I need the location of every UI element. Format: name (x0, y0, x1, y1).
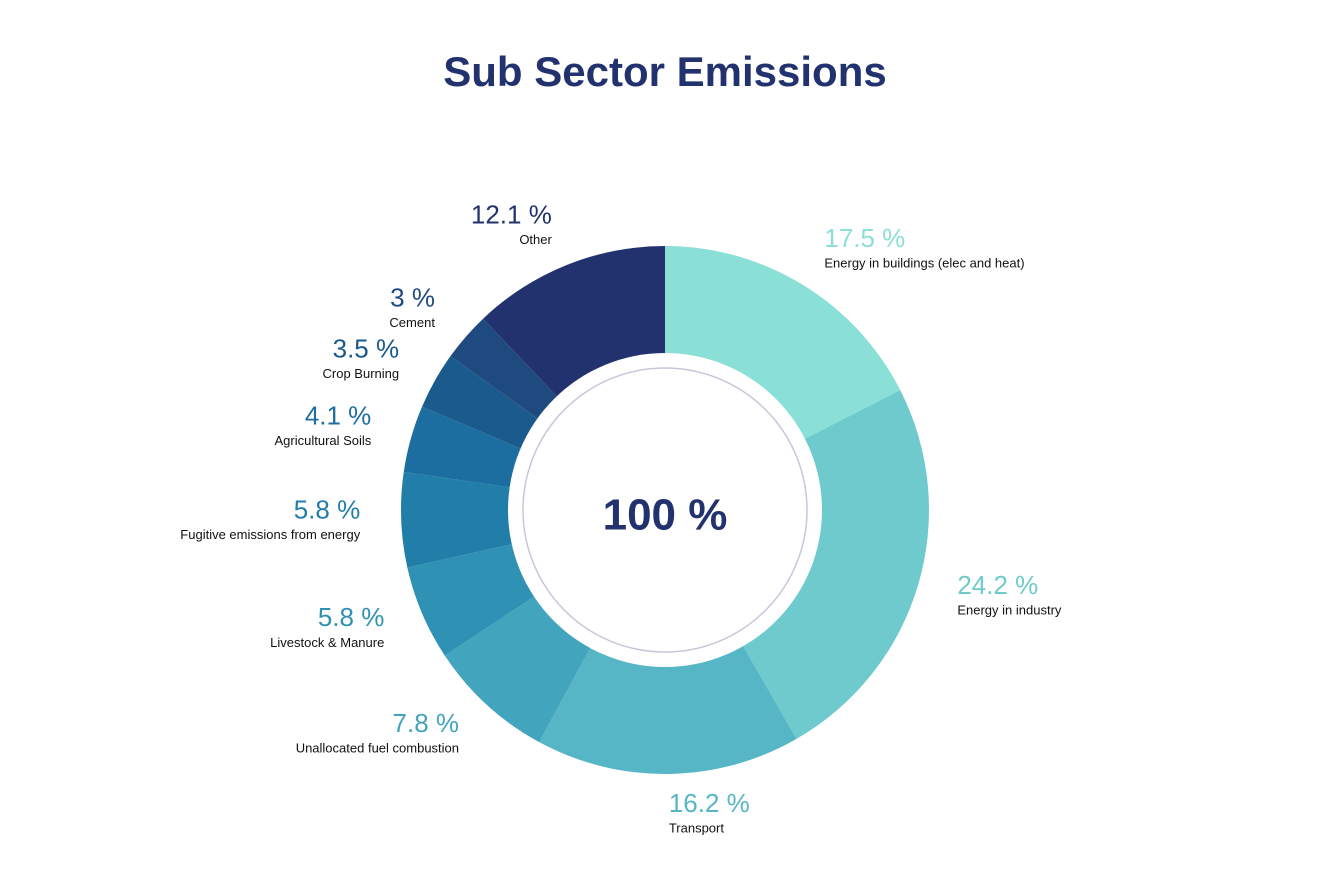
category-label: Other (519, 232, 552, 247)
value-label: 12.1 % (471, 200, 552, 230)
value-label: 24.2 % (957, 570, 1038, 600)
donut-hole (508, 353, 822, 667)
value-label: 7.8 % (393, 708, 460, 738)
category-label: Agricultural Soils (274, 433, 371, 448)
value-label: 5.8 % (318, 602, 385, 632)
category-label: Cement (389, 315, 435, 330)
category-label: Unallocated fuel combustion (296, 740, 459, 755)
value-label: 3 % (390, 283, 435, 313)
category-label: Fugitive emissions from energy (180, 527, 360, 542)
value-label: 5.8 % (294, 494, 361, 524)
chart-title: Sub Sector Emissions (443, 48, 886, 95)
category-label: Energy in buildings (elec and heat) (824, 255, 1024, 270)
value-label: 17.5 % (824, 223, 905, 253)
category-label: Livestock & Manure (270, 635, 384, 650)
category-label: Crop Burning (323, 366, 400, 381)
category-label: Energy in industry (957, 602, 1062, 617)
value-label: 4.1 % (305, 401, 372, 431)
value-label: 16.2 % (669, 788, 750, 818)
center-label: 100 % (603, 491, 728, 540)
category-label: Transport (669, 820, 725, 835)
value-label: 3.5 % (333, 333, 400, 363)
inner-ring (522, 367, 808, 653)
